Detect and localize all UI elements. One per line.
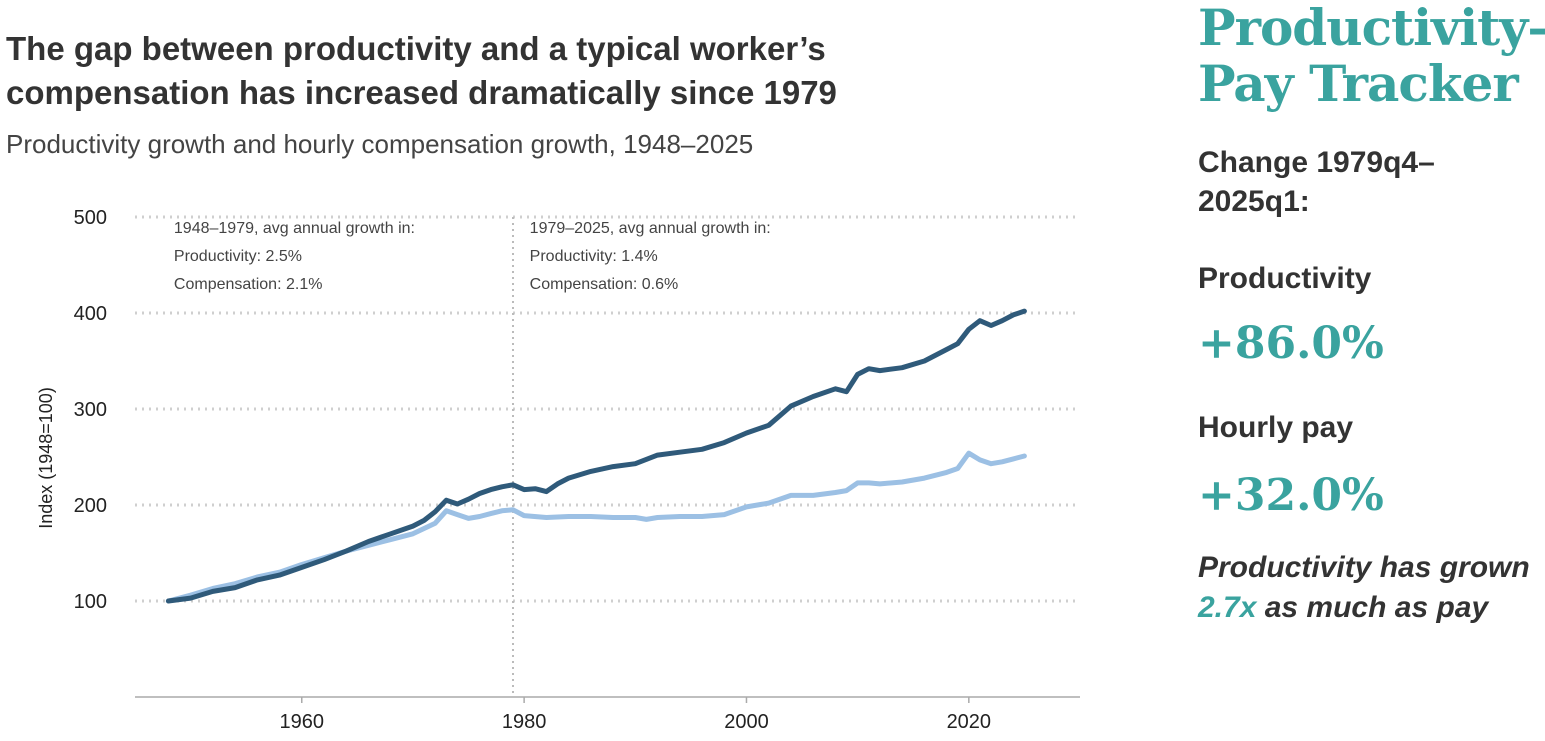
growth-comparison-note: Productivity has grown 2.7x as much as p… bbox=[1198, 548, 1538, 628]
productivity-change-value: +86.0% bbox=[1198, 318, 1384, 369]
annotation-1-line-1: Productivity: 1.4% bbox=[530, 248, 658, 265]
chart-title: The gap between productivity and a typic… bbox=[6, 30, 837, 111]
tracker-title-line1: Productivity– bbox=[1198, 0, 1545, 57]
note-multiplier: 2.7x bbox=[1198, 591, 1257, 624]
annotation-1-line-2: Compensation: 0.6% bbox=[530, 276, 679, 293]
y-axis-ticks: 100 200 300 400 500 bbox=[74, 207, 107, 613]
y-axis-title: Index (1948=100) bbox=[36, 387, 56, 529]
productivity-label: Productivity bbox=[1198, 262, 1372, 295]
x-tick-label-1960: 1960 bbox=[280, 711, 325, 733]
x-tick-label-1980: 1980 bbox=[502, 711, 547, 733]
y-tick-label-300: 300 bbox=[74, 399, 107, 421]
hourly-pay-label: Hourly pay bbox=[1198, 411, 1354, 444]
note-text-after: as much as pay bbox=[1256, 591, 1489, 624]
x-tick-label-2000: 2000 bbox=[724, 711, 769, 733]
chart-subtitle: Productivity growth and hourly compensat… bbox=[6, 129, 754, 159]
series bbox=[165, 308, 1027, 604]
hourly-pay-change-value: +32.0% bbox=[1198, 470, 1384, 521]
gridlines bbox=[135, 215, 1080, 603]
change-heading-line2: 2025q1: bbox=[1198, 185, 1310, 218]
x-tick-label-2020: 2020 bbox=[947, 711, 992, 733]
x-axis-ticks: 1960 1980 2000 2020 bbox=[280, 697, 992, 733]
annotations: 1948–1979, avg annual growth in: Producti… bbox=[174, 220, 771, 293]
y-tick-label-500: 500 bbox=[74, 207, 107, 229]
annotation-0-line-1: Productivity: 2.5% bbox=[174, 248, 302, 265]
note-text-before: Productivity has grown bbox=[1198, 551, 1530, 584]
line-chart: 100 200 300 400 500 1960 1980 2000 2020 Index (… bbox=[36, 207, 1080, 733]
y-tick-label-400: 400 bbox=[74, 303, 107, 325]
y-tick-label-100: 100 bbox=[74, 591, 107, 613]
annotation-0-line-2: Compensation: 2.1% bbox=[174, 276, 323, 293]
annotation-1-line-0: 1979–2025, avg annual growth in: bbox=[530, 220, 771, 237]
tracker-title-line2: Pay Tracker bbox=[1198, 54, 1519, 113]
annotation-0-line-0: 1948–1979, avg annual growth in: bbox=[174, 220, 415, 237]
series-line-compensation bbox=[165, 450, 1027, 604]
y-tick-label-200: 200 bbox=[74, 495, 107, 517]
change-heading-line1: Change 1979q4– bbox=[1198, 146, 1435, 179]
series-line-productivity bbox=[165, 308, 1027, 604]
